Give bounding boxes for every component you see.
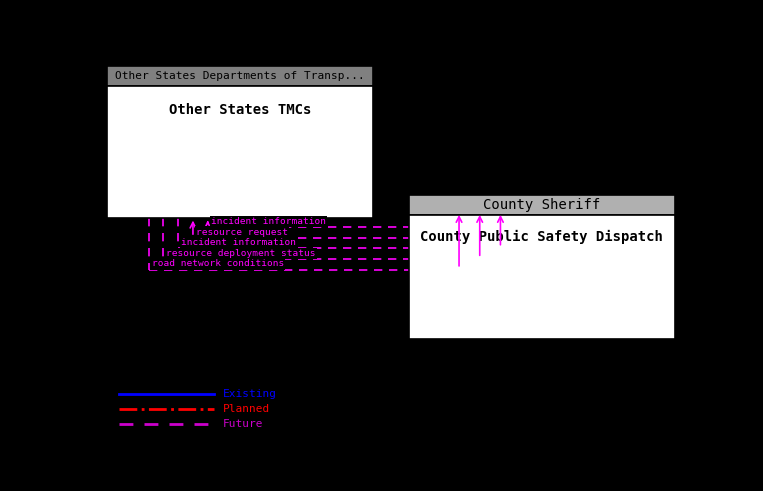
Text: Other States Departments of Transp...: Other States Departments of Transp... <box>115 71 365 82</box>
Text: County Sheriff: County Sheriff <box>483 198 600 212</box>
Text: Planned: Planned <box>223 404 270 413</box>
Text: road network conditions: road network conditions <box>152 259 284 269</box>
Bar <box>107 86 373 218</box>
Text: Existing: Existing <box>223 388 276 399</box>
Text: Other States TMCs: Other States TMCs <box>169 103 311 117</box>
Text: resource deployment status: resource deployment status <box>166 249 316 258</box>
Bar <box>409 195 675 215</box>
Bar <box>409 215 675 339</box>
Text: incident information: incident information <box>181 238 296 247</box>
Text: resource request: resource request <box>196 228 288 237</box>
Bar <box>107 66 373 86</box>
Text: Future: Future <box>223 419 263 429</box>
Text: incident information: incident information <box>211 217 326 226</box>
Text: County Public Safety Dispatch: County Public Safety Dispatch <box>420 230 663 244</box>
